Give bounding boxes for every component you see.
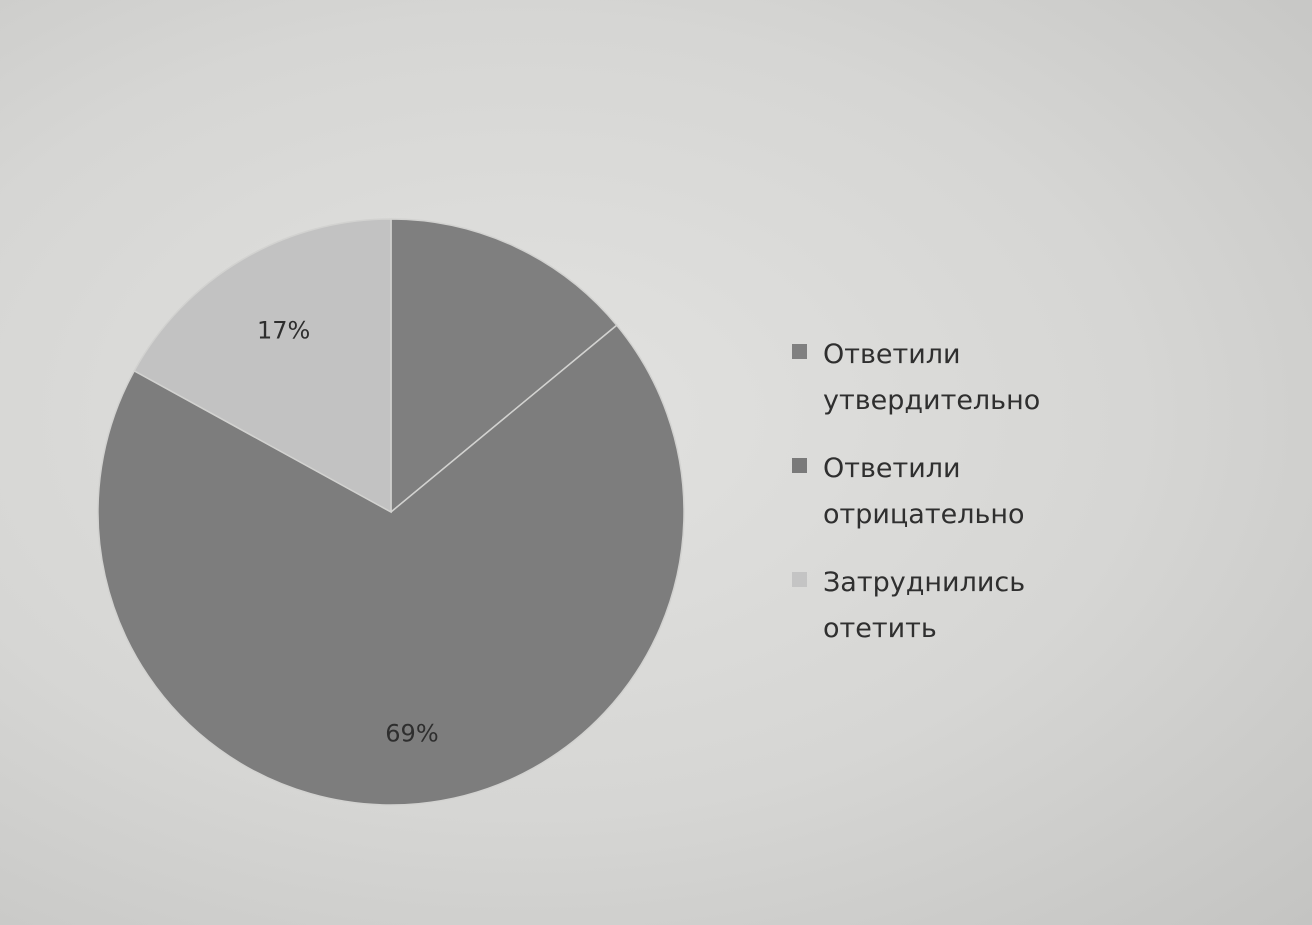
- pie-slice-affirmative: [390, 218, 618, 514]
- legend-item-undecided: Затруднились отетить: [792, 560, 1092, 652]
- legend-swatch-negative: [792, 458, 807, 473]
- legend-item-affirmative: Ответили утвердительно: [792, 332, 1092, 424]
- legend-item-negative: Ответили отрицательно: [792, 446, 1092, 538]
- legend-label-undecided: Затруднились отетить: [823, 567, 1026, 644]
- pie-slice-negative: [97, 324, 685, 806]
- legend-swatch-affirmative: [792, 344, 807, 359]
- data-label-negative: 69%: [385, 720, 438, 748]
- pie-data-labels: 69% 17%: [257, 316, 439, 747]
- legend-label-negative: Ответили отрицательно: [823, 453, 1025, 530]
- pie-slice-undecided: [133, 218, 392, 514]
- data-label-undecided: 17%: [257, 316, 310, 344]
- pie-slices: [97, 218, 685, 806]
- legend-label-affirmative: Ответили утвердительно: [823, 339, 1041, 416]
- legend-swatch-undecided: [792, 572, 807, 587]
- chart-legend: Ответили утвердительно Ответили отрицате…: [792, 332, 1092, 674]
